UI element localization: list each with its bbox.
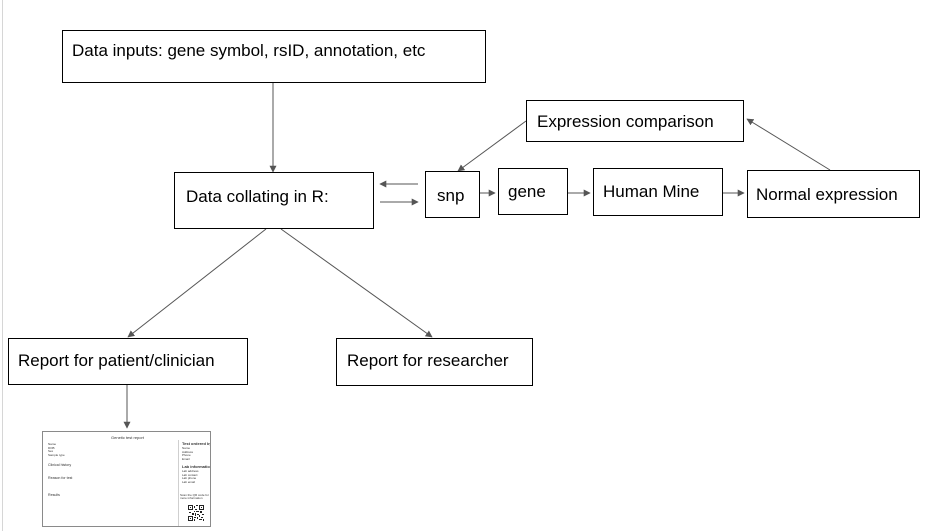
- node-report-patient-label: Report for patient/clinician: [18, 351, 215, 370]
- node-report-researcher[interactable]: Report for researcher: [336, 338, 533, 386]
- node-normal-expression[interactable]: Normal expression: [747, 170, 920, 218]
- report-field: Sample type: [48, 452, 65, 457]
- report-field: Name: [48, 442, 57, 446]
- report-lab-line: Lab email: [182, 479, 196, 484]
- report-ordered-by-line: Phone: [182, 453, 191, 457]
- node-human-mine[interactable]: Human Mine: [593, 168, 723, 216]
- report-section-heading: Reason for test: [48, 476, 73, 480]
- report-ordered-by-line: Email: [182, 456, 190, 461]
- node-snp[interactable]: snp: [425, 171, 480, 218]
- node-expression-comparison-label: Expression comparison: [537, 112, 714, 131]
- report-section-heading: Clinical history: [48, 463, 72, 467]
- node-report-patient[interactable]: Report for patient/clinician: [8, 338, 248, 385]
- report-column-divider: [178, 440, 179, 526]
- node-data-collating[interactable]: Data collating in R:: [174, 172, 374, 229]
- qr-code-icon: [188, 505, 204, 521]
- report-ordered-by-heading: Test ordered by: [182, 441, 211, 446]
- node-report-researcher-label: Report for researcher: [347, 351, 509, 370]
- node-data-collating-label: Data collating in R:: [186, 187, 329, 206]
- report-field: DOB: [48, 445, 55, 450]
- node-snp-label: snp: [437, 186, 465, 205]
- edge-collating-to-researcher-report: [280, 228, 433, 338]
- report-ordered-by-line: Address: [182, 449, 194, 454]
- node-human-mine-label: Human Mine: [603, 182, 700, 201]
- edge-collating-to-patient-report: [127, 228, 267, 338]
- node-expression-comparison[interactable]: Expression comparison: [526, 100, 744, 142]
- report-thumbnail: Genetic test report Name DOB Sex Sample …: [42, 431, 211, 527]
- report-ordered-by-line: Name: [182, 446, 191, 450]
- report-lab-line: Lab phone: [182, 476, 197, 480]
- edge-normal-to-comparison: [746, 118, 831, 171]
- report-qr-caption: Scan the QR code for more information: [180, 493, 209, 501]
- report-field: Sex: [48, 449, 54, 453]
- report-lab-line: Lab address: [182, 469, 199, 473]
- node-gene-label: gene: [508, 182, 546, 201]
- node-data-inputs-label: Data inputs: gene symbol, rsID, annotati…: [72, 41, 426, 60]
- report-lab-line: Lab contact: [182, 472, 198, 477]
- node-data-inputs[interactable]: Data inputs: gene symbol, rsID, annotati…: [62, 30, 486, 83]
- report-lab-heading: Lab information: [182, 464, 211, 469]
- report-section-heading: Results: [48, 493, 60, 497]
- node-normal-expression-label: Normal expression: [756, 185, 898, 204]
- report-thumbnail-title: Genetic test report: [111, 435, 144, 440]
- edge-comparison-to-snp: [457, 120, 527, 172]
- node-gene[interactable]: gene: [498, 168, 568, 215]
- left-border-rule: [2, 0, 3, 531]
